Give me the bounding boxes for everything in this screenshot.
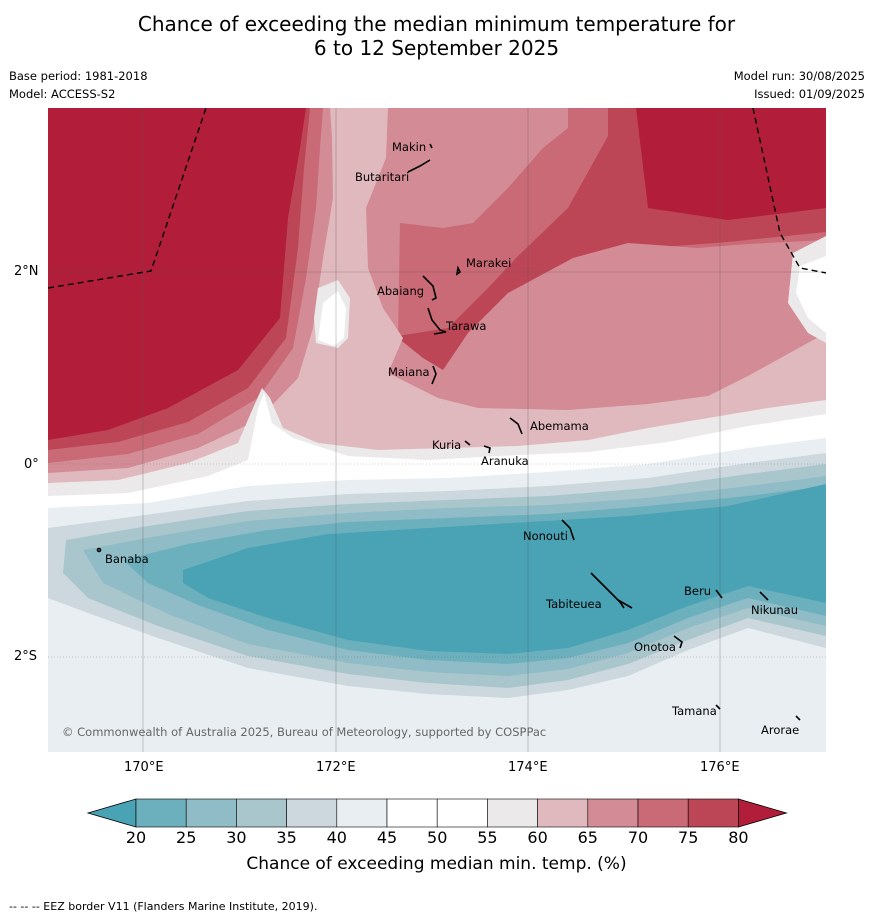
gridlines (48, 108, 826, 752)
colorbar-segment (336, 798, 388, 828)
model-name: Model: ACCESS-S2 (9, 87, 116, 101)
colorbar-tick-label: 40 (327, 828, 347, 847)
label-aranuka: Aranuka (481, 454, 529, 468)
colorbar-tick-label: 25 (176, 828, 196, 847)
island-labels: Makin Butaritari Marakei Abaiang Tarawa … (105, 140, 799, 737)
model-run: Model run: 30/08/2025 (733, 69, 865, 83)
colorbar-segment (687, 798, 739, 828)
island-kuria (464, 440, 471, 446)
island-abaiang (422, 275, 437, 301)
island-tarawa (427, 307, 447, 335)
meta-right: Model run: 30/08/2025 Issued: 01/09/2025 (734, 67, 865, 103)
island-makin (429, 143, 433, 149)
label-nikunau: Nikunau (751, 603, 798, 617)
colorbar-segment (537, 798, 589, 828)
colorbar-segment (487, 798, 538, 828)
colorbar-tick-label: 35 (276, 828, 296, 847)
label-tamana: Tamana (671, 704, 717, 718)
colorbar: 20 25 30 35 40 45 50 55 60 65 70 75 80 (86, 798, 788, 847)
colorbar-tick-label: 50 (427, 828, 447, 847)
label-tabiteuea: Tabiteuea (545, 597, 602, 611)
island-onotoa (673, 635, 683, 649)
island-nikunau (759, 591, 769, 601)
title-line-1: Chance of exceeding the median minimum t… (137, 12, 736, 36)
island-aranuka (483, 445, 491, 454)
label-arorae: Arorae (761, 723, 799, 737)
x-tick-176: 176°E (700, 760, 740, 775)
island-shapes (96, 143, 801, 721)
label-marakei: Marakei (466, 256, 511, 270)
band-20 (183, 484, 826, 654)
map-svg: Makin Butaritari Marakei Abaiang Tarawa … (48, 108, 826, 752)
y-tick-2s: 2°S (14, 649, 38, 664)
x-tick-174: 174°E (508, 760, 548, 775)
colorbar-segment (236, 798, 287, 828)
y-tick-0: 0° (24, 457, 39, 472)
label-makin: Makin (392, 140, 426, 154)
label-nonouti: Nonouti (523, 529, 568, 543)
colorbar-segment (386, 798, 438, 828)
colorbar-tick-label: 60 (527, 828, 547, 847)
island-marakei (455, 265, 462, 276)
eez-footnote: -- -- -- EEZ border V11 (Flanders Marine… (9, 900, 318, 913)
island-banaba (96, 547, 102, 553)
map-title: Chance of exceeding the median minimum t… (0, 12, 873, 60)
label-abaiang: Abaiang (377, 284, 424, 298)
base-period: Base period: 1981-2018 (9, 69, 148, 83)
colorbar-segment (135, 798, 187, 828)
colorbar-segment (436, 798, 488, 828)
colorbar-segment (286, 798, 338, 828)
x-tick-170: 170°E (124, 760, 164, 775)
colorbar-segment (587, 798, 639, 828)
island-nonouti (561, 519, 575, 541)
island-maiana (431, 365, 437, 385)
island-butaritari (407, 159, 431, 173)
island-arorae (795, 715, 801, 721)
label-butaritari: Butaritari (355, 170, 409, 184)
label-kuria: Kuria (432, 438, 461, 452)
probability-map: Makin Butaritari Marakei Abaiang Tarawa … (48, 108, 826, 752)
eez-border (48, 108, 826, 289)
colorbar-tick-label: 45 (377, 828, 397, 847)
colorbar-arrow-low (86, 798, 137, 828)
colorbar-tick-label: 65 (578, 828, 598, 847)
colorbar-tick-label: 30 (226, 828, 246, 847)
title-line-2: 6 to 12 September 2025 (313, 36, 560, 60)
label-tarawa: Tarawa (445, 319, 486, 333)
label-beru: Beru (684, 584, 711, 598)
colorbar-tick-label: 55 (477, 828, 497, 847)
colorbar-arrow-high (738, 798, 788, 828)
colorbar-tick-label: 20 (126, 828, 146, 847)
colorbar-tick-label: 80 (728, 828, 748, 847)
meta-left: Base period: 1981-2018 Model: ACCESS-S2 (9, 67, 148, 103)
label-banaba: Banaba (105, 552, 149, 566)
island-tabiteuea (590, 572, 633, 609)
copyright-text: © Commonwealth of Australia 2025, Bureau… (62, 725, 546, 739)
x-tick-172: 172°E (316, 760, 356, 775)
colorbar-tick-label: 75 (678, 828, 698, 847)
colorbar-tick-label: 70 (628, 828, 648, 847)
issued-date: Issued: 01/09/2025 (754, 87, 865, 101)
band-50-east (796, 256, 826, 333)
island-beru (715, 589, 723, 599)
band-50-north (318, 291, 346, 346)
island-tamana (715, 704, 721, 710)
colorbar-label: Chance of exceeding median min. temp. (%… (246, 854, 627, 874)
island-abemama (509, 417, 523, 435)
colorbar-segment (637, 798, 689, 828)
label-onotoa: Onotoa (634, 640, 676, 654)
label-abemama: Abemama (530, 419, 589, 433)
label-maiana: Maiana (388, 365, 430, 379)
colorbar-segment (185, 798, 237, 828)
y-tick-2n: 2°N (14, 264, 39, 279)
